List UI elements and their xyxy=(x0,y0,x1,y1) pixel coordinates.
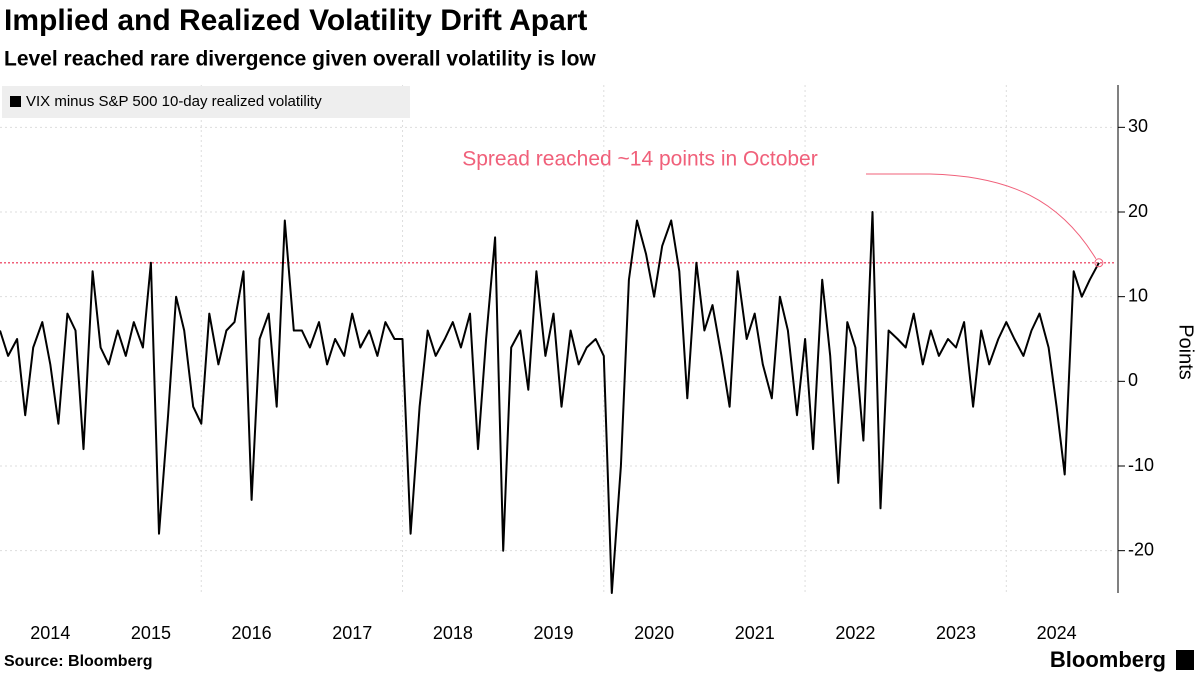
legend-swatch xyxy=(10,96,21,107)
brand-icon xyxy=(1176,650,1194,670)
y-tick-label: -10 xyxy=(1128,455,1154,475)
y-axis-label: Points xyxy=(1175,324,1197,380)
y-tick-label: -20 xyxy=(1128,539,1154,559)
source: Source: Bloomberg xyxy=(4,653,152,670)
x-tick-label: 2020 xyxy=(634,623,674,643)
legend-box xyxy=(2,86,410,118)
x-tick-label: 2024 xyxy=(1037,623,1077,643)
annotation-point xyxy=(1094,258,1104,268)
brand: Bloomberg xyxy=(1050,647,1166,672)
y-tick-label: 20 xyxy=(1128,201,1148,221)
x-tick-label: 2019 xyxy=(533,623,573,643)
legend-label: VIX minus S&P 500 10-day realized volati… xyxy=(26,93,322,110)
x-tick-label: 2015 xyxy=(131,623,171,643)
y-tick-label: 30 xyxy=(1128,116,1148,136)
x-tick-label: 2016 xyxy=(232,623,272,643)
y-tick-label: 10 xyxy=(1128,285,1148,305)
annotation-text: Spread reached ~14 points in October xyxy=(462,148,817,171)
series-line xyxy=(0,211,1100,594)
x-tick-label: 2014 xyxy=(30,623,70,643)
chart-subtitle: Level reached rare divergence given over… xyxy=(4,48,596,71)
annotation-connector xyxy=(866,173,1097,260)
y-tick-label: 0 xyxy=(1128,370,1138,390)
chart-title: Implied and Realized Volatility Drift Ap… xyxy=(4,4,587,37)
x-tick-label: 2017 xyxy=(332,623,372,643)
x-tick-label: 2022 xyxy=(835,623,875,643)
x-tick-label: 2018 xyxy=(433,623,473,643)
x-tick-label: 2021 xyxy=(735,623,775,643)
x-tick-label: 2023 xyxy=(936,623,976,643)
